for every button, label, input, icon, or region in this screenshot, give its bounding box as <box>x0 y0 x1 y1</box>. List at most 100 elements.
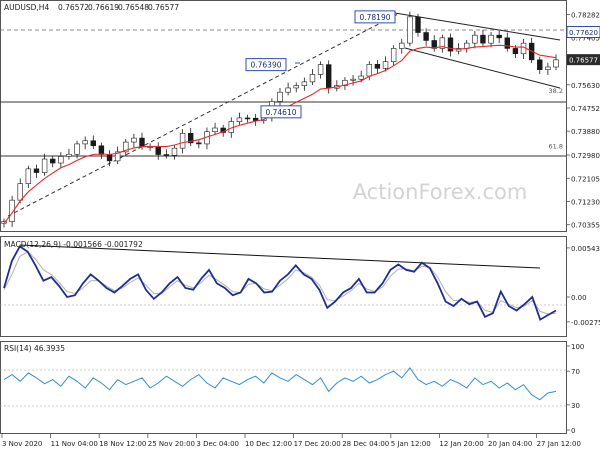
watermark: ActionForex.com <box>353 180 528 204</box>
candle-body <box>114 151 121 162</box>
candle-body <box>25 168 32 185</box>
rsi-panel-frame <box>0 341 567 434</box>
rsi-tick-label: 30 <box>571 402 580 410</box>
candle-body <box>472 34 478 44</box>
price-tick-label: 0.72105 <box>571 175 600 183</box>
main-static-lines <box>0 12 566 217</box>
fib-label-61.8: 61.8 <box>549 143 563 151</box>
macd-panel-title: MACD(12,26,9) -0.001566 -0.001792 <box>4 240 143 249</box>
candle-body <box>277 91 283 102</box>
candle-body <box>163 154 170 156</box>
time-tick-label: 3 Dec 04:00 <box>196 440 239 448</box>
time-tick-label: 3 Nov 2020 <box>2 440 42 448</box>
rsi-tick-label: 100 <box>571 343 584 351</box>
candle-body <box>374 64 381 69</box>
marker-price-label: 0.77620 <box>569 29 598 37</box>
candle-body <box>512 48 519 55</box>
candle-body <box>212 127 218 133</box>
candle-body <box>155 146 161 155</box>
candle-body <box>17 183 23 201</box>
main-panel-title-symbol: AUDUSD,H4 <box>4 3 49 12</box>
time-axis: 3 Nov 2020 11 Nov 04:00 18 Nov 12:00 25 Nov… <box>1 434 581 448</box>
candle-body <box>317 64 324 75</box>
price-tick-label: 0.71230 <box>571 198 600 206</box>
candle-body <box>171 147 178 156</box>
candle-body <box>58 156 64 164</box>
macd-tick-label: -0.002755 <box>571 319 600 327</box>
candle-body <box>399 42 405 49</box>
annotation-label-0.78190: 0.78190 <box>359 13 390 22</box>
candle-body <box>439 37 446 49</box>
candle-body <box>342 79 348 86</box>
candle-body <box>9 199 15 222</box>
ohlc-value: 0.76548 <box>118 3 149 12</box>
ohlc-value: 0.76577 <box>148 3 179 12</box>
candle-body <box>98 145 105 155</box>
time-tick-label: 11 Nov 04:00 <box>51 440 98 448</box>
price-axis: 0.782820.774050.765270.756300.747520.738… <box>566 11 600 230</box>
candle-body <box>50 158 56 164</box>
candle-body <box>244 117 251 120</box>
rsi-panel-title: RSI(14) 46.3935 <box>4 344 65 353</box>
candle-body <box>553 59 559 68</box>
price-candles <box>1 11 559 228</box>
candle-body <box>196 142 202 145</box>
rsi-axis: 100 70 30 0 <box>566 343 584 435</box>
fib-label-38.2: 38.2 <box>549 87 563 95</box>
price-tick-label: 0.70355 <box>571 222 600 230</box>
candle-body <box>74 143 80 155</box>
channel-lower-line <box>404 47 561 89</box>
rsi-line-group <box>3 366 557 401</box>
macd-trend-line <box>19 244 541 269</box>
candle-body <box>188 133 194 144</box>
time-tick-label: 17 Dec 20:00 <box>294 440 341 448</box>
macd-main-line <box>3 245 557 321</box>
candle-body <box>407 16 413 44</box>
candle-body <box>415 16 421 33</box>
candle-body <box>350 78 356 81</box>
rsi-tick-label: 0 <box>571 427 575 435</box>
price-tick-label: 0.75630 <box>571 82 600 90</box>
candle-body <box>106 154 113 162</box>
macd-axis: 0.005436 0.00 -0.002755 <box>566 245 600 327</box>
time-tick-label: 25 Nov 20:00 <box>148 440 195 448</box>
macd-lines-group <box>3 245 557 321</box>
time-tick-label: 12 Jan 20:00 <box>439 440 483 448</box>
candle-body <box>301 81 308 86</box>
rsi-tick-label: 70 <box>571 368 580 376</box>
time-tick-label: 18 Nov 12:00 <box>99 440 146 448</box>
candle-body <box>504 37 510 49</box>
candle-body <box>358 75 364 80</box>
time-tick-label: 5 Jan 12:00 <box>391 440 431 448</box>
marker-price-tag <box>566 25 600 38</box>
fib-labels: 38.2 61.8 <box>549 87 563 150</box>
rsi-line <box>3 366 557 401</box>
channel-upper-line <box>394 12 561 41</box>
price-tick-label: 0.77405 <box>571 35 600 43</box>
candle-body <box>455 48 462 52</box>
macd-tick-label: 0.005436 <box>571 245 600 253</box>
price-annotations: 0.78190 0.76390 0.74610 <box>245 10 396 119</box>
candle-body <box>326 64 332 89</box>
candle-body <box>496 34 502 39</box>
annotation-box-0.76390 <box>245 58 287 72</box>
candle-body <box>131 137 137 143</box>
candle-body <box>236 117 243 122</box>
time-tick-label: 28 Dec 04:00 <box>342 440 389 448</box>
annotation-label-0.76390: 0.76390 <box>250 61 281 70</box>
time-tick-label: 20 Jan 04:00 <box>488 440 532 448</box>
candle-body <box>33 168 40 173</box>
macd-tick-label: 0.00 <box>571 294 587 302</box>
price-tick-label: 0.78282 <box>571 11 600 19</box>
candle-body <box>139 137 145 147</box>
uptrend-line <box>7 13 399 217</box>
price-tick-label: 0.72980 <box>571 152 600 160</box>
ohlc-value: 0.76619 <box>88 3 119 12</box>
candle-body <box>480 34 486 44</box>
candle-body <box>447 37 454 52</box>
annotation-box-0.78190 <box>354 10 396 24</box>
candle-body <box>366 64 372 77</box>
ohlc-value: 0.76572 <box>58 3 89 12</box>
